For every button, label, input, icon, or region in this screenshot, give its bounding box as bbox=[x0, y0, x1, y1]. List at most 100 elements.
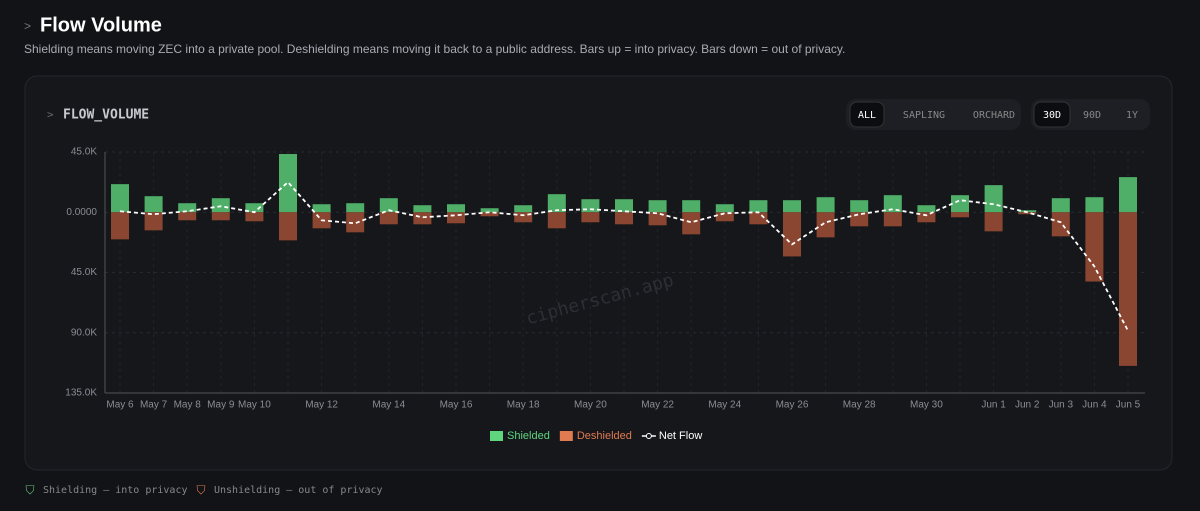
bar bbox=[211, 198, 230, 213]
range-button[interactable]: 1Y bbox=[1126, 110, 1138, 121]
bar bbox=[480, 212, 499, 217]
x-tick-label: May 7 bbox=[140, 400, 168, 411]
bar bbox=[279, 212, 297, 241]
bar bbox=[178, 212, 197, 221]
bar bbox=[379, 212, 398, 225]
bar bbox=[312, 204, 331, 213]
bar bbox=[245, 203, 264, 213]
bar bbox=[379, 198, 398, 213]
legend-label: Deshielded bbox=[577, 430, 632, 442]
card bbox=[24, 75, 1173, 471]
x-tick-label: Jun 5 bbox=[1116, 400, 1141, 411]
x-tick-label: May 18 bbox=[507, 400, 540, 411]
bar bbox=[279, 154, 297, 213]
pool-group bbox=[846, 99, 1021, 130]
bar bbox=[1119, 212, 1137, 366]
pool-button[interactable]: SAPLING bbox=[903, 110, 945, 121]
bar bbox=[1085, 197, 1104, 213]
page-title: Flow Volume bbox=[40, 14, 162, 36]
legend-swatch bbox=[559, 431, 573, 441]
shield-icon: ⛉ bbox=[196, 483, 205, 497]
bar bbox=[883, 195, 902, 213]
pool-active-bg bbox=[849, 101, 885, 128]
bar bbox=[346, 203, 365, 213]
range-active-bg bbox=[1033, 101, 1071, 128]
y-tick-label: 0.0000 bbox=[66, 207, 97, 218]
x-tick-label: Jun 3 bbox=[1049, 400, 1074, 411]
x-tick-label: May 12 bbox=[305, 400, 338, 411]
bar bbox=[850, 212, 869, 227]
x-tick-label: Jun 4 bbox=[1082, 400, 1107, 411]
card-prompt: > bbox=[47, 108, 54, 121]
bar bbox=[413, 205, 432, 213]
x-tick-label: May 24 bbox=[708, 400, 741, 411]
bar bbox=[917, 205, 936, 213]
bar bbox=[783, 212, 801, 257]
bar bbox=[883, 212, 902, 227]
bar bbox=[816, 212, 835, 238]
x-tick-label: May 16 bbox=[440, 400, 473, 411]
bar bbox=[178, 203, 197, 213]
range-button[interactable]: 30D bbox=[1043, 110, 1061, 121]
legend-swatch bbox=[490, 431, 503, 441]
y-tick-label: 135.0K bbox=[65, 388, 97, 399]
x-tick-label: May 26 bbox=[776, 400, 809, 411]
pool-button[interactable]: ORCHARD bbox=[973, 110, 1015, 121]
x-tick-label: May 9 bbox=[207, 400, 235, 411]
bar bbox=[1085, 212, 1104, 282]
bar bbox=[1051, 198, 1070, 213]
x-tick-label: May 8 bbox=[174, 400, 202, 411]
bar bbox=[514, 212, 533, 223]
x-tick-label: Jun 1 bbox=[981, 400, 1006, 411]
bar bbox=[144, 196, 163, 213]
card-title: FLOW_VOLUME bbox=[63, 108, 149, 123]
footer-note: Unshielding — out of privacy bbox=[214, 485, 383, 496]
bar bbox=[816, 197, 835, 213]
bar bbox=[581, 212, 600, 223]
y-tick-label: 45.0K bbox=[71, 147, 97, 158]
bar bbox=[447, 212, 465, 224]
bar bbox=[1119, 177, 1137, 213]
x-tick-label: May 22 bbox=[641, 400, 674, 411]
pool-button[interactable]: ALL bbox=[858, 110, 876, 121]
bar bbox=[447, 204, 465, 213]
bar bbox=[1051, 212, 1070, 237]
bar bbox=[211, 212, 230, 221]
bar bbox=[951, 195, 969, 213]
y-tick-label: 45.0K bbox=[71, 267, 97, 278]
bar bbox=[413, 212, 432, 225]
bar bbox=[951, 212, 969, 218]
header-prompt: > bbox=[24, 19, 31, 33]
footer-note: Shielding — into privacy bbox=[43, 485, 188, 496]
bar bbox=[648, 212, 667, 226]
bar bbox=[1018, 210, 1037, 213]
bar bbox=[547, 212, 566, 229]
x-tick-label: May 20 bbox=[574, 400, 607, 411]
legend-marker bbox=[645, 433, 652, 439]
bar bbox=[144, 212, 163, 231]
bar bbox=[715, 204, 734, 213]
bar bbox=[480, 208, 499, 213]
x-tick-label: May 10 bbox=[238, 400, 271, 411]
shield-icon: ⛉ bbox=[25, 483, 34, 497]
bar bbox=[682, 212, 701, 235]
legend-label: Shielded bbox=[507, 430, 550, 442]
bar bbox=[682, 200, 701, 213]
legend-label: Net Flow bbox=[659, 430, 702, 442]
page-subtitle: Shielding means moving ZEC into a privat… bbox=[24, 42, 845, 56]
bar bbox=[917, 212, 936, 223]
bar bbox=[514, 205, 533, 213]
bar bbox=[984, 185, 1003, 213]
range-button[interactable]: 90D bbox=[1083, 110, 1101, 121]
bar bbox=[984, 212, 1003, 232]
bar bbox=[111, 212, 129, 240]
bar bbox=[749, 200, 768, 213]
bar bbox=[245, 212, 264, 222]
x-tick-label: May 30 bbox=[910, 400, 943, 411]
bar bbox=[715, 212, 734, 222]
y-tick-label: 90.0K bbox=[71, 327, 97, 338]
bar bbox=[346, 212, 365, 233]
x-tick-label: May 6 bbox=[106, 400, 134, 411]
